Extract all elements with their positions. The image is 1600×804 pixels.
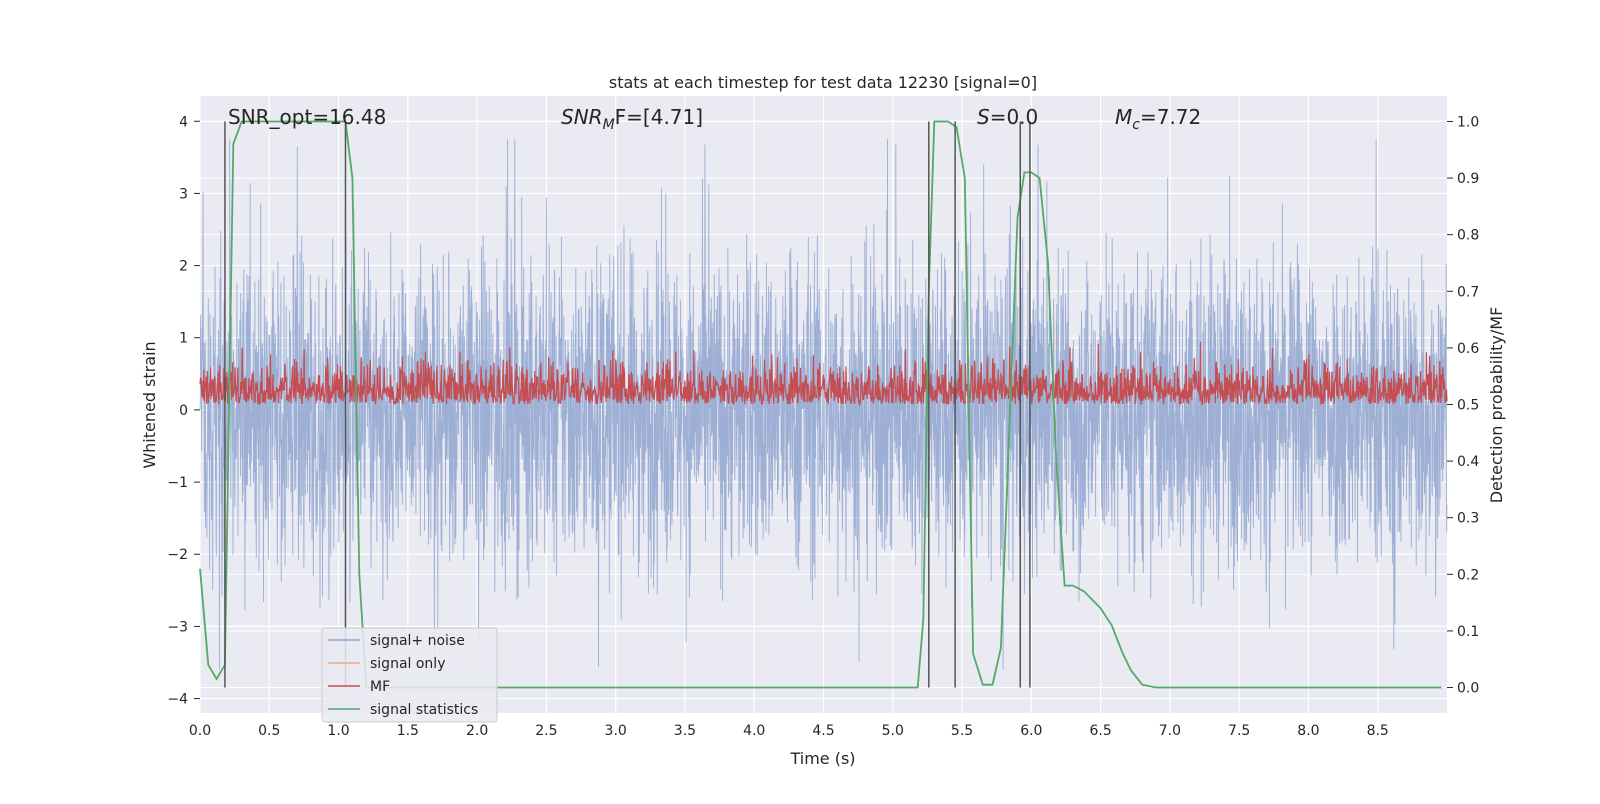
x-tick-label: 8.5 (1367, 723, 1389, 739)
y2-tick-layer: 0.0 0.1 0.2 0.3 0.4 0.5 0.6 0.7 0.8 0.9 1.0 (1447, 114, 1479, 697)
series-signal-statistics-line (199, 120, 1442, 689)
x-tick-label: 2.5 (535, 723, 557, 739)
annotation-snr-mf-rest: F=[4.71] (615, 105, 703, 129)
legend: signal+ noise signal only MF signal stat… (321, 627, 498, 723)
y2-tick-label: 0.4 (1457, 454, 1479, 470)
y2-tick-label: 1.0 (1457, 114, 1479, 130)
x-tick-label: 2.0 (466, 723, 488, 739)
y-tick-label: 2 (179, 259, 188, 275)
annotation-mc-var: M (1115, 105, 1132, 129)
x-tick-label: 1.0 (327, 723, 349, 739)
y2-tick-label: 0.9 (1457, 171, 1479, 187)
x-tick-label: 7.5 (1228, 723, 1250, 739)
y2-tick-label: 0.7 (1457, 284, 1479, 300)
x-tick-label: 6.5 (1089, 723, 1111, 739)
mf-series-layer (199, 341, 1448, 407)
y2-tick-label: 0.3 (1457, 511, 1479, 527)
legend-label-signal-statistics: signal statistics (370, 702, 478, 718)
x-tick-label: 0.0 (189, 723, 211, 739)
x-tick-layer: 0.0 0.5 1.0 1.5 2.0 2.5 3.0 3.5 4.0 4.5 5.0 5.5 6.0 6… (189, 723, 1389, 739)
legend-label-signal-noise: signal+ noise (370, 633, 465, 649)
y2-tick-label: 0.6 (1457, 341, 1479, 357)
y-tick-label: −1 (167, 475, 188, 491)
y2-tick-label: 0.5 (1457, 398, 1479, 414)
x-tick-label: 3.0 (605, 723, 627, 739)
x-tick-label: 4.0 (743, 723, 765, 739)
x-tick-label: 6.0 (1020, 723, 1042, 739)
annotation-snr-mf-sub: M (603, 117, 615, 133)
y2-tick-label: 0.0 (1457, 681, 1479, 697)
y-tick-label: −3 (167, 619, 188, 635)
noise-series-layer (199, 139, 1448, 670)
x-tick-label: 0.5 (258, 723, 280, 739)
legend-label-mf: MF (370, 679, 390, 695)
x-tick-label: 5.5 (951, 723, 973, 739)
x-axis-label: Time (s) (789, 749, 855, 768)
y-tick-label: 3 (179, 186, 188, 202)
legend-label-signal-only: signal only (370, 656, 445, 672)
annotation-snr-opt: SNR_opt=16.48 (228, 105, 386, 129)
y-tick-label: −2 (167, 547, 188, 563)
y-tick-label: −4 (167, 692, 188, 708)
vertical-lines-layer (224, 121, 1031, 688)
y-tick-label: 0 (179, 403, 188, 419)
y2-tick-label: 0.8 (1457, 228, 1479, 244)
chart-title: stats at each timestep for test data 122… (609, 73, 1037, 92)
y2-axis-label: Detection probability/MF (1487, 307, 1506, 504)
x-tick-label: 8.0 (1297, 723, 1319, 739)
annotation-s: S=0.0 (977, 105, 1038, 129)
statistics-series-layer (199, 120, 1442, 689)
x-tick-label: 7.0 (1159, 723, 1181, 739)
y-tick-label: 1 (179, 331, 188, 347)
annotation-s-rest: =0.0 (990, 105, 1039, 129)
annotation-mc-rest: =7.72 (1140, 105, 1201, 129)
x-tick-label: 1.5 (397, 723, 419, 739)
x-tick-label: 3.5 (674, 723, 696, 739)
y-tick-layer: −4 −3 −2 −1 0 1 2 3 4 (167, 114, 200, 708)
y2-tick-label: 0.1 (1457, 624, 1479, 640)
x-tick-label: 5.0 (882, 723, 904, 739)
y-tick-label: 4 (179, 114, 188, 130)
annotation-snr-mf: SNRMF=[4.71] (561, 105, 703, 133)
annotation-snr-mf-main: SNR (561, 105, 603, 129)
y-axis-label: Whitened strain (140, 341, 159, 468)
annotation-mc: Mc=7.72 (1115, 105, 1201, 133)
series-signal-noise-line (199, 139, 1448, 670)
y2-tick-label: 0.2 (1457, 567, 1479, 583)
annotation-mc-sub: c (1132, 117, 1140, 133)
series-mf-line (199, 341, 1448, 407)
legend-box (321, 627, 498, 723)
x-tick-label: 4.5 (812, 723, 834, 739)
annotation-s-var: S (977, 105, 990, 129)
